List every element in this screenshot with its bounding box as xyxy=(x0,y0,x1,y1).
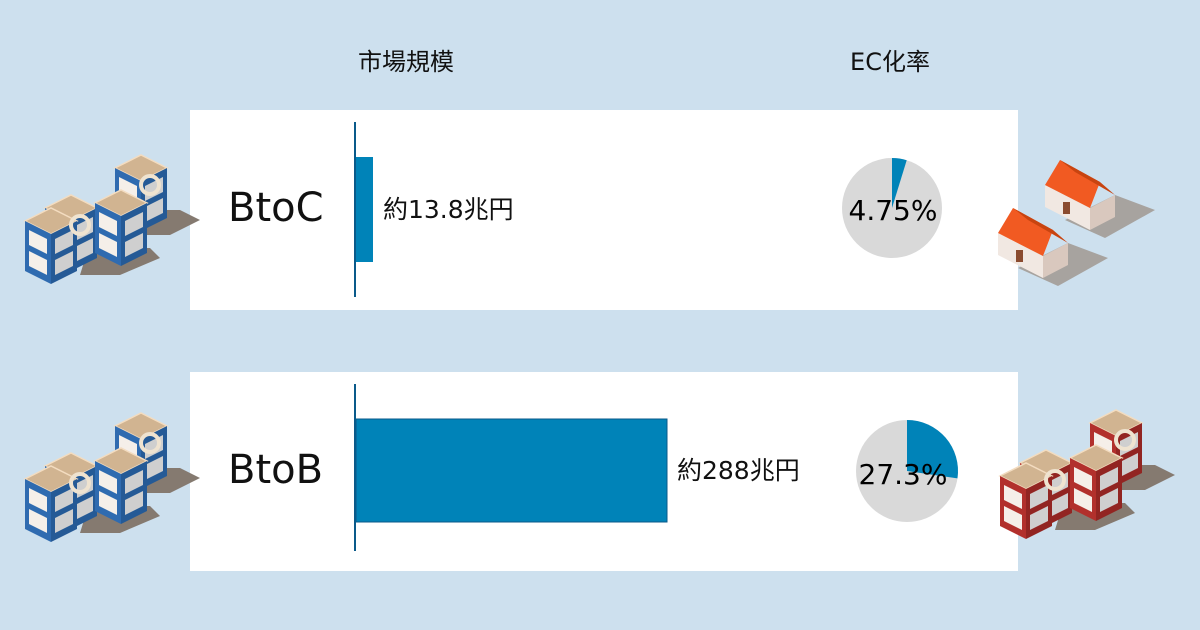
header-market-size: 市場規模 xyxy=(358,48,454,76)
house-icon xyxy=(1045,160,1155,238)
pie-slice-btob xyxy=(907,420,958,479)
business-buildings-red-icon xyxy=(1000,410,1175,539)
bar-label-btob: 約288兆円 xyxy=(677,456,800,485)
category-label-btoc: BtoC xyxy=(228,185,324,231)
pie-label-btoc: 4.75% xyxy=(849,194,938,227)
pie-slice-btoc xyxy=(892,158,907,208)
header-ec-rate: EC化率 xyxy=(850,48,930,76)
business-buildings-icon xyxy=(25,413,200,542)
category-label-btob: BtoB xyxy=(228,447,324,493)
business-buildings-icon xyxy=(25,155,200,284)
bar-btoc xyxy=(356,157,373,262)
bar-btob xyxy=(355,418,668,523)
bar-label-btoc: 約13.8兆円 xyxy=(383,195,514,224)
pie-label-btob: 27.3% xyxy=(859,458,948,491)
